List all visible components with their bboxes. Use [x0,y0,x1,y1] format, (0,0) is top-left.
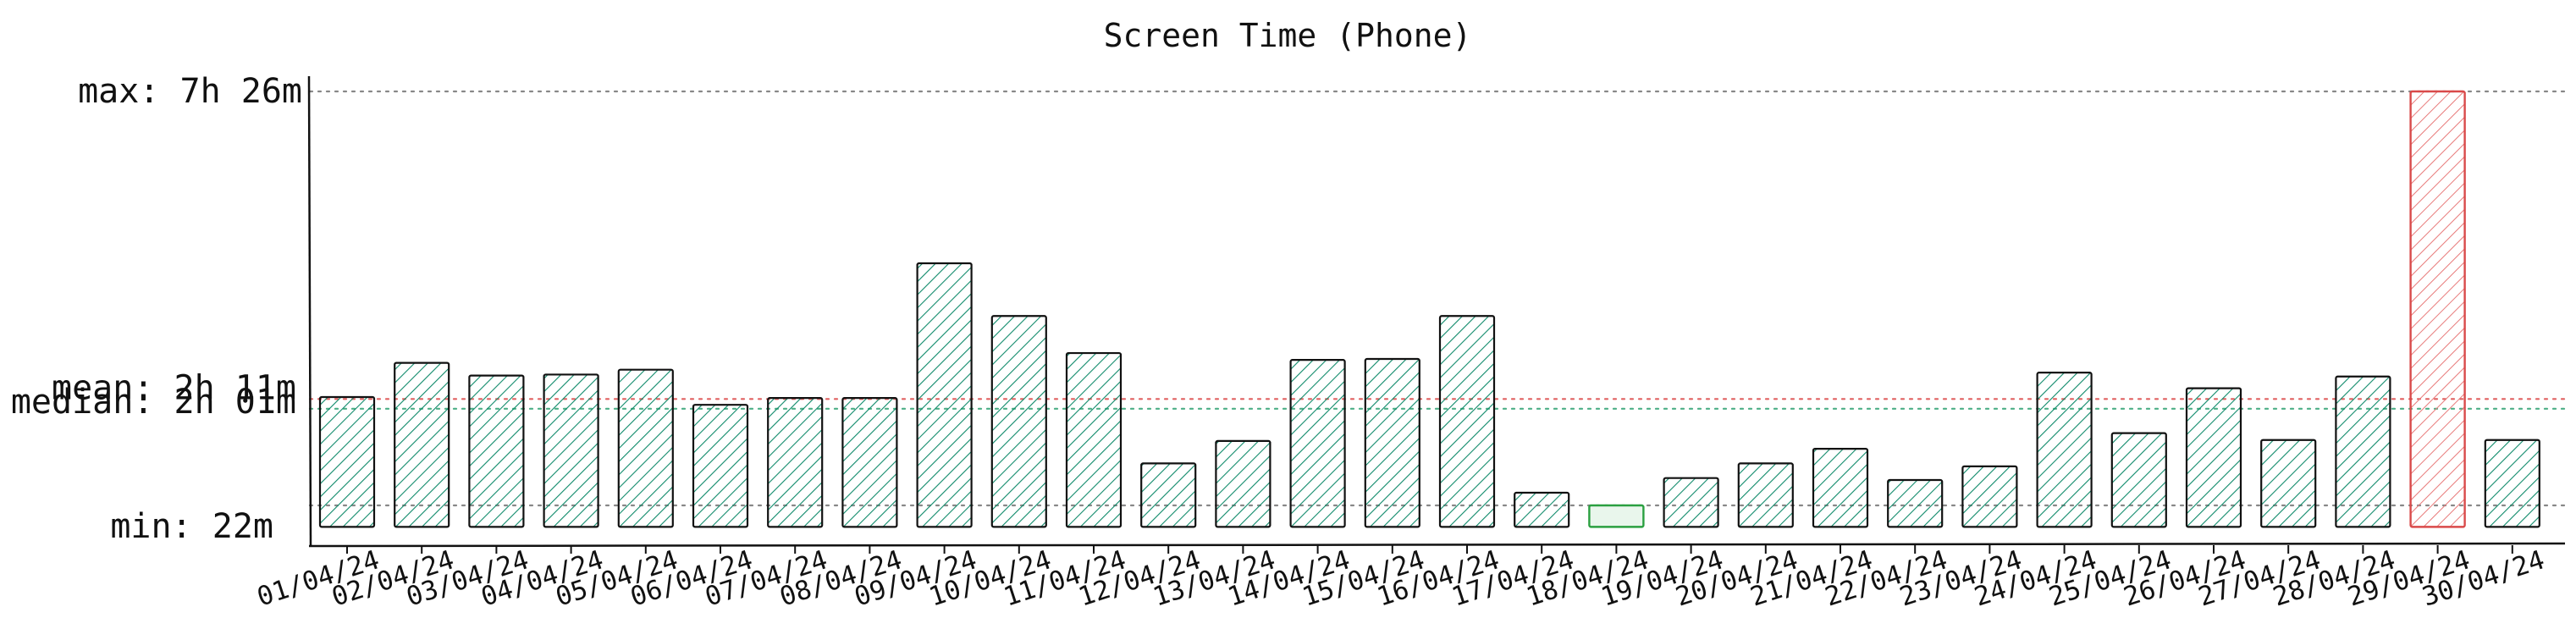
bar-18/04/24 [1588,504,1645,528]
bar-07/04/24 [767,397,824,528]
max-stat-label: max: 7h 26m [78,72,302,111]
bar-23/04/24 [1961,465,2018,528]
median-stat-label: median: 2h 01m [11,383,296,422]
bar-10/04/24 [990,315,1047,528]
bar-26/04/24 [2185,387,2242,528]
y-axis [307,75,312,547]
bar-29/04/24 [2409,90,2466,528]
chart-title: Screen Time (Phone) [1104,17,1472,54]
bars [318,90,2540,528]
bar-21/04/24 [1812,448,1869,528]
bar-19/04/24 [1663,477,1719,528]
bar-01/04/24 [318,395,376,528]
min-stat-label: min: 22m [110,507,273,546]
bar-13/04/24 [1215,439,1271,528]
bar-22/04/24 [1887,478,1944,528]
bar-27/04/24 [2260,439,2317,528]
bar-16/04/24 [1438,315,1496,528]
x-ticks: 01/04/2402/04/2403/04/2404/04/2405/04/24… [253,544,2548,612]
bar-12/04/24 [1140,462,1197,528]
mean-stat-label: mean: 2h 11m [52,368,296,407]
bar-30/04/24 [2484,439,2540,528]
x-axis [308,542,2566,548]
bar-17/04/24 [1514,491,1570,528]
bar-03/04/24 [468,374,525,528]
bar-05/04/24 [617,368,674,528]
bar-08/04/24 [841,397,898,528]
bar-15/04/24 [1364,357,1420,528]
bar-09/04/24 [916,262,973,528]
bar-04/04/24 [543,373,599,528]
bar-02/04/24 [394,361,450,528]
bar-20/04/24 [1737,462,1794,528]
bar-28/04/24 [2335,375,2391,528]
bar-14/04/24 [1289,359,1346,528]
bar-11/04/24 [1065,351,1123,528]
bar-24/04/24 [2036,372,2093,528]
bar-06/04/24 [692,404,749,528]
bar-25/04/24 [2110,432,2167,528]
